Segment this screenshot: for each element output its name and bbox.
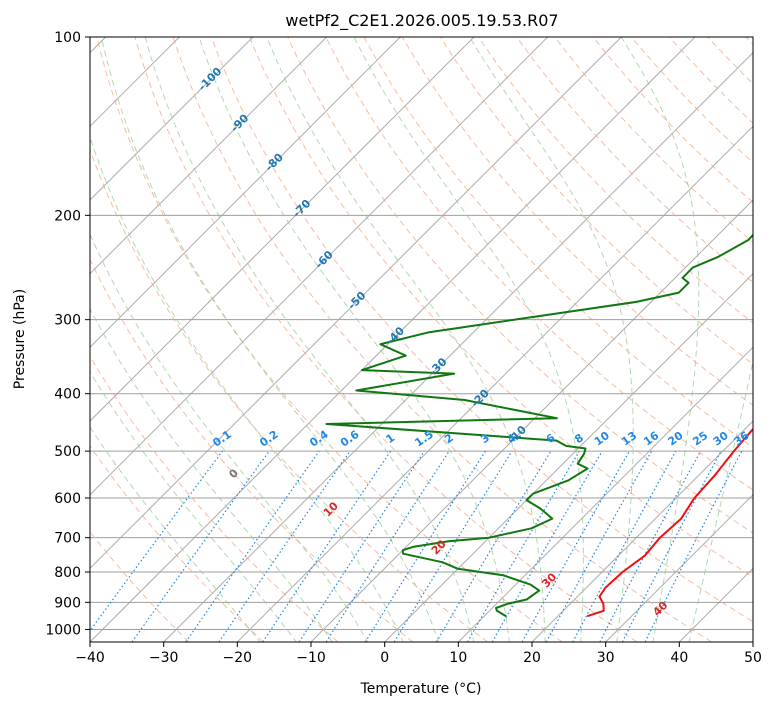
moist-adiabat-line xyxy=(90,370,297,642)
temperature-profile-line xyxy=(586,427,753,618)
x-tick-label: −20 xyxy=(223,650,253,666)
dry-adiabat-line xyxy=(516,37,753,284)
isotherm-line xyxy=(457,346,753,642)
isotherm-line xyxy=(310,199,753,642)
mixing-ratio-line xyxy=(572,450,677,642)
isotherm-line xyxy=(605,493,753,642)
moist-adiabat-line xyxy=(266,37,546,642)
x-tick-label: 30 xyxy=(597,650,615,666)
mixing-ratio-line xyxy=(185,450,320,642)
mixing-ratio-line xyxy=(325,450,450,642)
x-tick-label: 40 xyxy=(670,650,688,666)
moist-adiabat-line xyxy=(100,37,440,642)
isotherm-line xyxy=(384,272,753,642)
mixing-ratio-line xyxy=(491,450,603,642)
y-tick-label: 600 xyxy=(54,491,81,507)
axes: −40 −30 −20 −10 0 10 20 30 40 50 100 200 300 400 500 60… xyxy=(45,30,762,666)
moist-adiabat-line xyxy=(90,135,404,642)
dry-adiabat-line xyxy=(249,37,753,578)
mixing-ratio-line xyxy=(131,450,270,642)
isotherm-line xyxy=(163,51,753,642)
y-tick-label: 400 xyxy=(54,387,81,403)
dry-adiabat-line xyxy=(325,37,753,491)
x-axis-title: Temperature (°C) xyxy=(360,681,482,697)
plot-area xyxy=(90,37,753,642)
x-tick-label: 20 xyxy=(523,650,541,666)
moist-adiabat-line xyxy=(90,426,261,642)
x-tick-label: −10 xyxy=(296,650,326,666)
dry-adiabat-line xyxy=(401,37,753,406)
isotherm-line xyxy=(90,37,549,496)
profile-lines xyxy=(325,233,753,618)
y-tick-label: 300 xyxy=(54,313,81,329)
isotherm-line xyxy=(90,37,475,422)
x-tick-label: −30 xyxy=(149,650,179,666)
mixing-ratio-line xyxy=(393,450,513,642)
isotherm-line xyxy=(531,420,753,642)
dry-adiabat-line xyxy=(90,445,264,642)
plot-frame xyxy=(89,36,754,643)
isotherm-line xyxy=(90,37,696,642)
y-tick-label: 700 xyxy=(54,531,81,547)
y-tick-label: 100 xyxy=(54,30,81,46)
x-tick-label: −40 xyxy=(75,650,105,666)
moist-adiabat-line xyxy=(620,37,700,642)
y-axis-title: Pressure (hPa) xyxy=(12,289,28,389)
dry-adiabat-line xyxy=(287,37,753,534)
moist-adiabat-line xyxy=(469,37,634,642)
mixing-ratio-line xyxy=(364,450,486,642)
y-tick-label: 900 xyxy=(54,595,81,611)
moist-adiabat-line xyxy=(688,358,753,642)
background-lines xyxy=(90,37,753,642)
moist-adiabat-line xyxy=(198,37,510,642)
dry-adiabat-line xyxy=(630,37,753,164)
isotherm-line xyxy=(90,37,622,570)
mixing-ratio-line xyxy=(90,450,223,632)
mixing-ratio-line xyxy=(218,450,351,642)
moist-adiabat-line xyxy=(90,232,369,642)
mixing-ratio-line xyxy=(435,450,552,642)
moist-adiabat-line xyxy=(90,308,333,642)
moist-adiabat-line xyxy=(144,37,475,642)
chart-title: wetPf2_C2E1.2026.005.19.53.R07 xyxy=(285,11,558,31)
x-tick-label: 10 xyxy=(449,650,467,666)
dry-adiabat-line xyxy=(363,37,753,448)
y-tick-label: 500 xyxy=(54,444,81,460)
isotherm-line xyxy=(236,125,753,642)
x-tick-label: 50 xyxy=(744,650,762,666)
x-tick-label: 0 xyxy=(380,650,389,666)
isotherm-line xyxy=(90,37,254,201)
mixing-ratio-line xyxy=(521,450,631,642)
dry-adiabat-line xyxy=(592,37,753,203)
dewpoint-profile-line xyxy=(325,233,753,618)
dry-adiabat-line xyxy=(172,37,712,642)
dry-adiabat-line xyxy=(478,37,753,324)
isotherm-line xyxy=(90,37,328,275)
y-tick-label: 200 xyxy=(54,208,81,224)
dry-adiabat-line xyxy=(134,37,638,642)
y-tick-label: 1000 xyxy=(45,622,81,638)
mixing-ratio-line xyxy=(545,450,653,642)
y-tick-label: 800 xyxy=(54,565,81,581)
